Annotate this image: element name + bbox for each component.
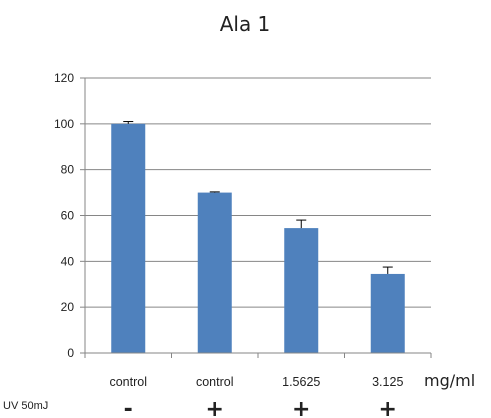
uv-sign: + bbox=[206, 397, 224, 418]
y-tick-label: 80 bbox=[61, 163, 75, 177]
x-category-label: 3.125 bbox=[372, 375, 403, 389]
chart-title: Ala 1 bbox=[220, 12, 271, 36]
bar bbox=[284, 228, 319, 353]
y-tick-label: 40 bbox=[61, 254, 75, 268]
uv-row-label: UV 50mJ bbox=[3, 400, 48, 412]
x-category-label: control bbox=[109, 375, 147, 389]
uv-row-signs: - + + + bbox=[124, 397, 397, 418]
y-tick-label: 100 bbox=[54, 117, 74, 131]
bars bbox=[111, 123, 405, 353]
bar bbox=[111, 123, 146, 353]
x-category-label: 1.5625 bbox=[282, 375, 320, 389]
unit-label: mg/ml bbox=[424, 371, 475, 390]
x-category-label: control bbox=[196, 375, 234, 389]
uv-sign: - bbox=[124, 397, 133, 418]
error-bars bbox=[123, 121, 393, 274]
bar bbox=[370, 273, 405, 353]
axes bbox=[84, 78, 432, 358]
x-axis-categories: control control 1.5625 3.125 bbox=[109, 375, 403, 389]
y-tick-label: 0 bbox=[67, 346, 74, 360]
y-tick-label: 120 bbox=[54, 71, 74, 85]
y-tick-label: 20 bbox=[61, 300, 75, 314]
bar bbox=[197, 192, 232, 353]
y-axis-ticks: 0 20 40 60 80 100 120 bbox=[54, 71, 85, 360]
y-tick-label: 60 bbox=[61, 209, 75, 223]
uv-sign: + bbox=[379, 397, 397, 418]
uv-sign: + bbox=[292, 397, 310, 418]
